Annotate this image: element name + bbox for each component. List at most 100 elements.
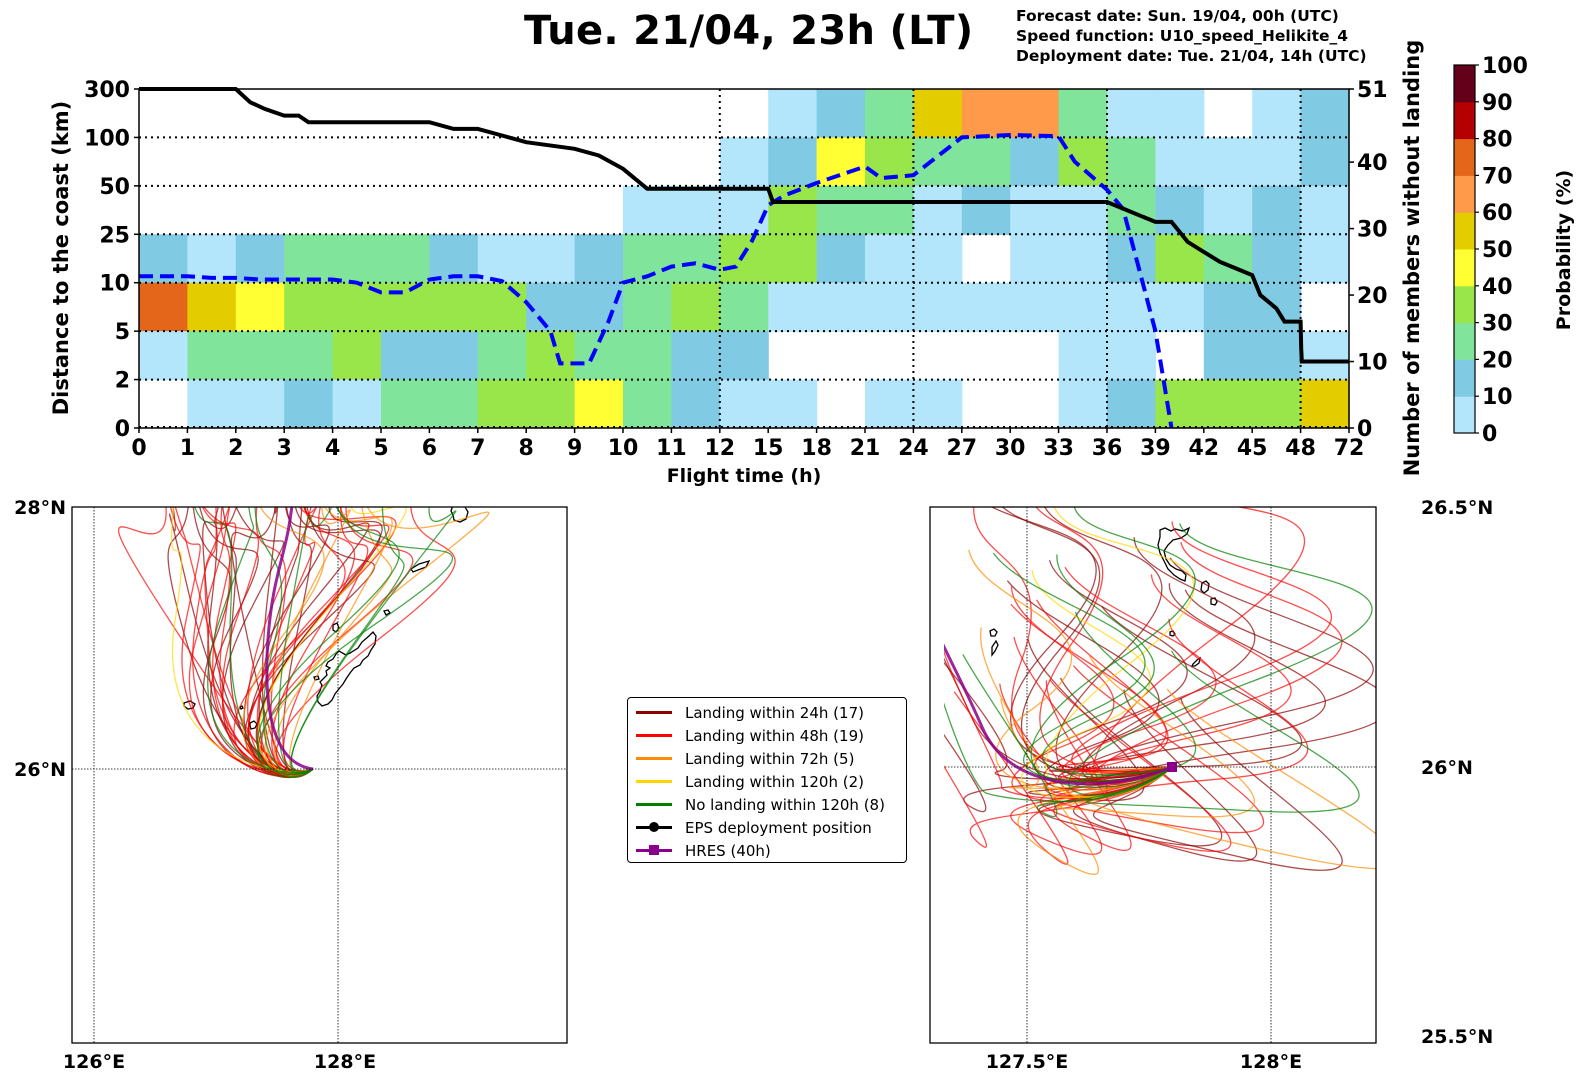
heatmap-cell: [1300, 379, 1350, 429]
heatmap-cell: [1300, 89, 1350, 139]
legend-label: No landing within 120h (8): [685, 795, 885, 814]
x-tick-label: 11: [656, 436, 687, 461]
colorbar-segment: [1454, 138, 1475, 176]
colorbar-segment: [1454, 359, 1475, 397]
legend-label: Landing within 120h (2): [685, 772, 864, 791]
trajectory-line: [275, 507, 456, 772]
heatmap-cell: [332, 234, 382, 284]
trajectory-line: [277, 507, 333, 774]
heatmap-cell: [1203, 185, 1253, 235]
trajectory-line: [260, 507, 414, 775]
lon-label: 128°E: [314, 1051, 376, 1073]
trajectory-line: [207, 507, 314, 774]
heatmap-cell: [332, 379, 382, 429]
x-tick-label: 33: [1043, 436, 1074, 461]
colorbar-tick-label: 70: [1482, 164, 1513, 189]
heatmap-cell: [1107, 89, 1156, 139]
right-trajectory-map: 26.5°N 26°N 25.5°N 127.5°E 128°E: [929, 497, 1493, 1073]
heatmap-cell: [865, 89, 914, 139]
heatmap-cell: [816, 89, 866, 139]
x-tick-label: 30: [995, 436, 1026, 461]
heatmap-cell: [1010, 137, 1060, 187]
x-tick-label: 48: [1285, 436, 1316, 461]
x-tick-label: 39: [1140, 436, 1171, 461]
y-tick-label: 300: [84, 78, 130, 103]
x-tick-label: 3: [277, 436, 292, 461]
trajectory-line: [1044, 507, 1173, 785]
heatmap-cell: [961, 185, 1011, 235]
heatmap-cell: [1203, 234, 1253, 284]
heatmap-cell: [1252, 331, 1302, 381]
colorbar-segment: [1454, 65, 1475, 103]
trajectory-line: [1039, 679, 1232, 852]
chart-title: Tue. 21/04, 23h (LT): [524, 8, 974, 54]
heatmap-cell: [865, 234, 914, 284]
heatmap-cell: [187, 379, 237, 429]
colorbar-segment: [1454, 249, 1475, 287]
legend-label: Landing within 48h (19): [685, 726, 864, 745]
heatmap-cell: [1155, 89, 1205, 139]
heatmap-cell: [187, 282, 237, 332]
x-tick-label: 9: [567, 436, 582, 461]
heatmap-cell: [768, 282, 818, 332]
x-tick-label: 24: [898, 436, 929, 461]
left-trajectory-map: 28°N 26°N 126°E 128°E: [14, 497, 568, 1073]
heatmap-cell: [235, 282, 285, 332]
heatmap-cell: [1252, 379, 1302, 429]
trajectories: [944, 507, 1376, 875]
heatmap-cell: [1058, 185, 1108, 235]
trajectory-line: [283, 507, 369, 772]
heatmap-cell: [1010, 185, 1060, 235]
heatmap-cell: [816, 282, 866, 332]
heatmap-cell: [1010, 89, 1060, 139]
y-tick-label: 0: [115, 417, 130, 442]
legend-item: Landing within 24h (17): [636, 701, 898, 724]
heatmap-cell: [1155, 282, 1205, 332]
y2-axis-label: Number of members without landing: [1400, 40, 1424, 477]
plot-frame: [138, 88, 1350, 429]
right-y-axis: 0 10 20 30 40 51: [1349, 78, 1388, 442]
legend-item: EPS deployment position: [636, 816, 898, 839]
y2-tick-label: 10: [1357, 351, 1388, 376]
heatmap-cell: [1058, 234, 1108, 284]
heatmap-cell: [719, 282, 769, 332]
heatmap-cell: [865, 379, 914, 429]
trajectory-line: [170, 507, 314, 773]
trajectory-legend: Landing within 24h (17) Landing within 48…: [627, 697, 907, 863]
heatmap-cell: [1058, 89, 1108, 139]
colorbar-segment: [1454, 285, 1475, 324]
trajectory-line: [944, 657, 1173, 781]
colorbar-tick-label: 100: [1482, 54, 1528, 79]
heatmap-cell: [961, 137, 1011, 187]
heatmap-cell: [1300, 331, 1350, 381]
trajectory-line: [169, 507, 314, 775]
heatmap-cell: [1058, 331, 1108, 381]
y-tick-label: 10: [99, 272, 130, 297]
y-axis-label: Distance to the coast (km): [49, 101, 73, 416]
trajectory-line: [1021, 569, 1173, 798]
legend-item: No landing within 120h (8): [636, 793, 898, 816]
heatmap-cell: [574, 379, 624, 429]
heatmap-cell: [913, 379, 963, 429]
colorbar-segment: [1454, 322, 1475, 360]
heatmap-cell: [574, 234, 624, 284]
x-tick-label: 6: [422, 436, 437, 461]
colorbar-tick-label: 50: [1482, 238, 1513, 263]
heatmap-cell: [913, 282, 963, 332]
trajectory-line: [290, 507, 457, 773]
y2-tick-label: 30: [1357, 218, 1388, 243]
x-axis: 0 1 2 3 4 5 6 7 8 9 10 11 12 15 18 21 24 27 30 33 36 39 42 45 48…: [131, 428, 1364, 461]
y-tick-label: 5: [115, 320, 130, 345]
heatmap-cell: [139, 331, 188, 381]
heatmap-cell: [1107, 137, 1156, 187]
trajectory-line: [1041, 554, 1173, 776]
trajectory-line: [973, 507, 1173, 774]
trajectory-line: [1068, 523, 1373, 796]
colorbar-label: Probability (%): [1553, 170, 1575, 330]
colorbar-segment: [1454, 212, 1475, 250]
forecast-metadata: Forecast date: Sun. 19/04, 00h (UTC) Spe…: [1016, 6, 1367, 66]
heatmap-cell: [381, 379, 430, 429]
heatmap-cell: [816, 137, 866, 187]
x-tick-label: 1: [180, 436, 195, 461]
colorbar-tick-label: 90: [1482, 91, 1513, 116]
